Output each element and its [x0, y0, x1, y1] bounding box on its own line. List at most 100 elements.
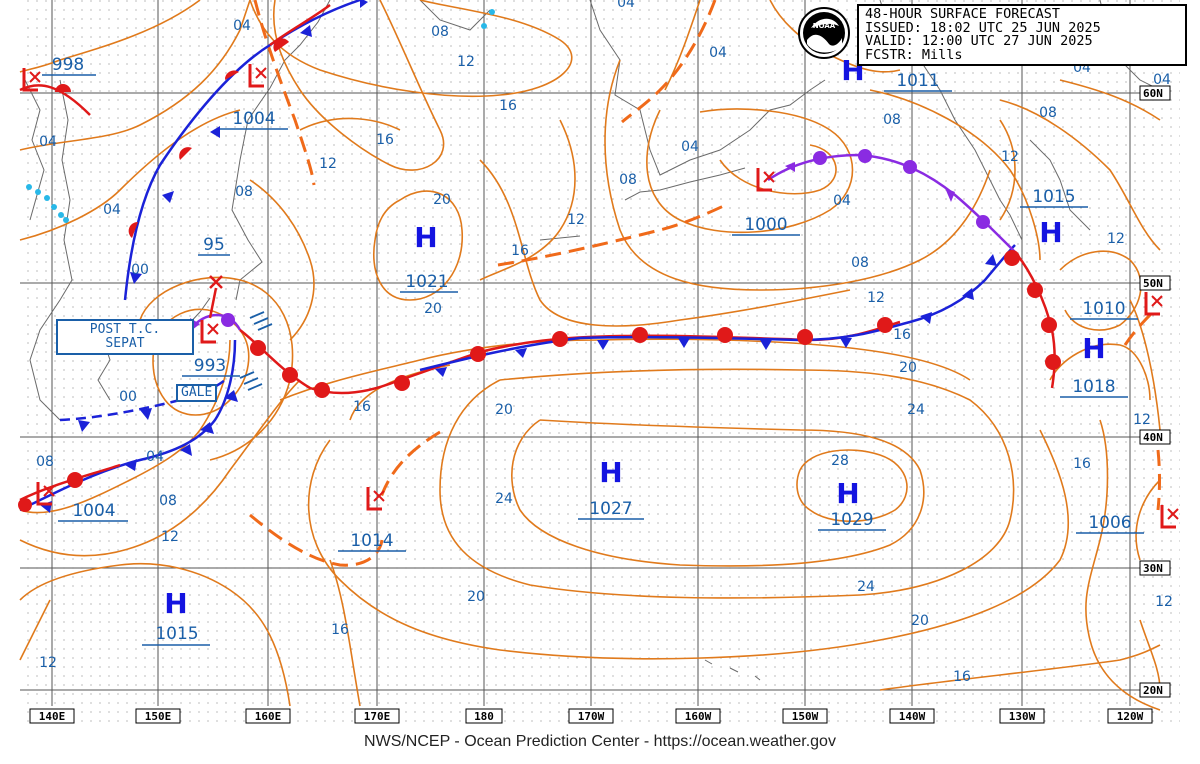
low-markers: [22, 64, 1179, 529]
noaa-logo-text: NOAA: [813, 22, 836, 30]
high-pressure-label: 1015: [155, 624, 198, 644]
svg-text:04: 04: [103, 202, 121, 218]
svg-text:16: 16: [353, 399, 371, 415]
cold-front-north: [123, 0, 361, 301]
low-pressure-label: 993: [194, 356, 226, 376]
svg-text:08: 08: [851, 255, 869, 271]
svg-text:04: 04: [709, 45, 727, 61]
svg-text:12: 12: [161, 529, 179, 545]
warm-front-northeast: [269, 3, 331, 47]
svg-text:16: 16: [511, 243, 529, 259]
svg-text:12: 12: [39, 655, 57, 671]
svg-text:04: 04: [1153, 72, 1171, 88]
noaa-logo-icon: NOAA: [798, 7, 850, 59]
high-pressure-label: 1015: [1032, 187, 1075, 207]
svg-text:160W: 160W: [685, 710, 712, 723]
forecast-title-box: 48-HOUR SURFACE FORECAST ISSUED: 18:02 U…: [857, 4, 1187, 66]
forecast-title: 48-HOUR SURFACE FORECAST: [865, 6, 1061, 22]
valid-time: VALID: 12:00 UTC 27 JUN 2025: [865, 33, 1093, 49]
front-symbols: [18, 0, 1061, 513]
dot-grid-background: [20, 0, 1180, 728]
pressure-values: 1021 1027 1029 1015 1011 1015 1018 998 1…: [52, 55, 1132, 644]
high-pressure-label: 1011: [896, 71, 939, 91]
svg-text:24: 24: [495, 491, 513, 507]
low-pressure-label: 1010: [1082, 299, 1125, 319]
svg-text:16: 16: [376, 132, 394, 148]
post-tc-text: POST T.C.: [89, 322, 161, 337]
svg-text:60N: 60N: [1143, 87, 1163, 100]
graticule: [20, 0, 1160, 706]
post-tc-label: POST T.C. SEPAT: [56, 319, 194, 355]
forecaster-name: FCSTR: Mills: [865, 46, 963, 63]
svg-text:04: 04: [681, 139, 699, 155]
svg-text:20: 20: [911, 613, 929, 629]
svg-text:30N: 30N: [1143, 562, 1163, 575]
high-letter: H: [599, 456, 622, 489]
latitude-labels: 60N 50N 40N 30N 20N: [1139, 85, 1171, 698]
svg-text:170E: 170E: [364, 710, 391, 723]
svg-text:140E: 140E: [39, 710, 66, 723]
issued-time: ISSUED: 18:02 UTC 25 JUN 2025: [865, 19, 1101, 36]
svg-text:150E: 150E: [145, 710, 172, 723]
svg-text:08: 08: [619, 172, 637, 188]
svg-text:00: 00: [119, 389, 137, 405]
svg-text:20: 20: [467, 589, 485, 605]
low-pressure-label: 1000: [744, 215, 787, 235]
low-pressure-label: 1004: [232, 109, 275, 129]
svg-text:04: 04: [833, 193, 851, 209]
low-pressure-label: 1014: [350, 531, 393, 551]
ice-edge-dots: [26, 9, 495, 223]
svg-text:16: 16: [893, 327, 911, 343]
svg-text:04: 04: [617, 0, 635, 11]
low-pressure-label: 998: [52, 55, 84, 75]
low-pressure-label: 1004: [72, 501, 115, 521]
gale-label: GALE: [176, 384, 218, 402]
svg-text:04: 04: [39, 134, 57, 150]
svg-text:16: 16: [953, 669, 971, 685]
svg-text:20: 20: [433, 192, 451, 208]
svg-text:24: 24: [907, 402, 925, 418]
high-pressure-label: 1021: [405, 272, 448, 292]
svg-text:12: 12: [1133, 412, 1151, 428]
svg-text:12: 12: [1107, 231, 1125, 247]
svg-text:08: 08: [431, 24, 449, 40]
svg-text:50N: 50N: [1143, 277, 1163, 290]
warm-front-north: [19, 84, 91, 116]
svg-text:12: 12: [1155, 594, 1173, 610]
high-letter: H: [164, 587, 187, 620]
svg-text:04: 04: [146, 449, 164, 465]
svg-text:08: 08: [235, 184, 253, 200]
high-pressure-label: 1029: [830, 510, 873, 530]
svg-text:16: 16: [331, 622, 349, 638]
svg-text:140W: 140W: [899, 710, 926, 723]
svg-text:130W: 130W: [1009, 710, 1036, 723]
high-pressure-label: 1027: [589, 499, 632, 519]
svg-text:40N: 40N: [1143, 431, 1163, 444]
longitude-labels: 140E 150E 160E 170E 180 170W 160W 150W 1…: [29, 708, 1153, 724]
low-pressure-label: 1006: [1088, 513, 1131, 533]
svg-text:12: 12: [867, 290, 885, 306]
svg-text:12: 12: [1001, 149, 1019, 165]
high-pressure-label: 1018: [1072, 377, 1115, 397]
svg-text:12: 12: [319, 156, 337, 172]
svg-text:16: 16: [1073, 456, 1091, 472]
svg-text:150W: 150W: [792, 710, 819, 723]
svg-text:08: 08: [36, 454, 54, 470]
svg-text:20: 20: [424, 301, 442, 317]
svg-text:180: 180: [474, 710, 494, 723]
svg-text:08: 08: [1039, 105, 1057, 121]
tc-track: [208, 275, 223, 319]
high-letter: H: [1039, 216, 1062, 249]
svg-text:160E: 160E: [255, 710, 282, 723]
svg-text:28: 28: [831, 453, 849, 469]
svg-text:20N: 20N: [1143, 684, 1163, 697]
svg-text:24: 24: [857, 579, 875, 595]
svg-text:12: 12: [567, 212, 585, 228]
svg-text:16: 16: [499, 98, 517, 114]
high-letter: H: [414, 221, 437, 254]
svg-text:120W: 120W: [1117, 710, 1144, 723]
svg-text:04: 04: [233, 18, 251, 34]
post-tc-name: SEPAT: [105, 336, 145, 351]
